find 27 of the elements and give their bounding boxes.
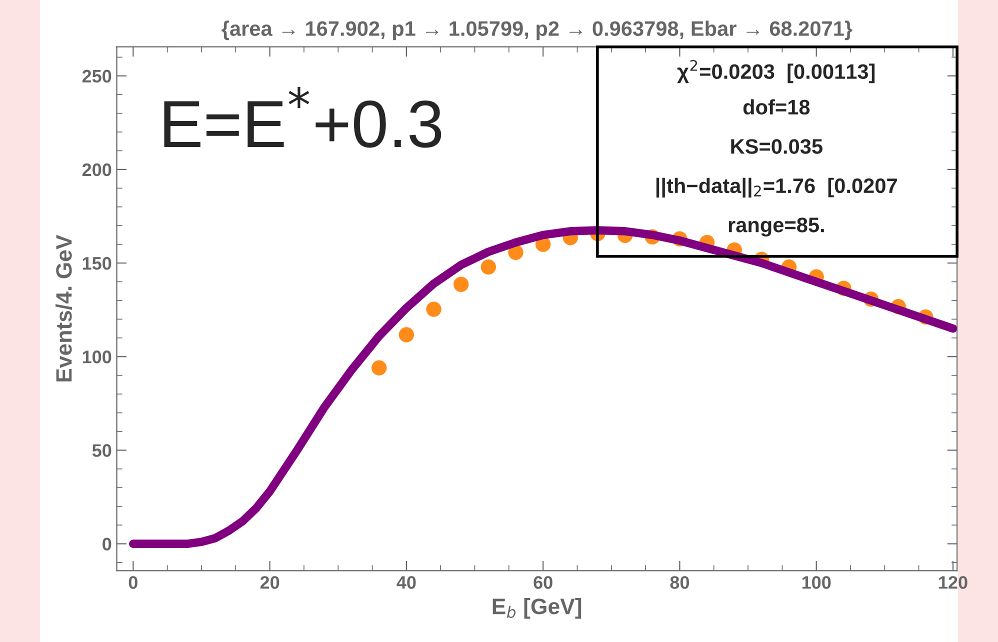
y-tick-label: 150 bbox=[82, 256, 112, 270]
y-tick-label: 250 bbox=[82, 70, 112, 83]
y-tick-label: 100 bbox=[82, 350, 112, 364]
point bbox=[398, 327, 414, 342]
point bbox=[426, 302, 442, 317]
point bbox=[480, 259, 496, 275]
x-tick-label: 20 bbox=[260, 576, 280, 589]
x-tick-label: 40 bbox=[396, 576, 416, 589]
annotation: χ$^{2}$=0.0203 [0.00113] bbox=[677, 60, 875, 84]
x-tick-label: 60 bbox=[534, 576, 552, 589]
point bbox=[372, 360, 387, 376]
annotation: range=85. bbox=[728, 218, 824, 237]
y-tick-label: 50 bbox=[92, 444, 112, 457]
annotation: ||th−data||$_{2}$=1.76 [0.0207 bbox=[656, 178, 897, 198]
x-tick-label: 0 bbox=[128, 576, 138, 589]
y-tick-label: 0 bbox=[102, 538, 112, 551]
x-tick-label: 120 bbox=[939, 576, 968, 589]
annotation: KS=0.035 bbox=[731, 139, 822, 154]
annotation: dof=18 bbox=[743, 99, 810, 115]
x-tick-label: 80 bbox=[670, 576, 690, 589]
chart-title: {area → 167.902, p1 → 1.05799, p2 → 0.963798, Ebar → 68.2071} bbox=[222, 20, 852, 40]
point bbox=[453, 276, 469, 292]
x-tick-label: 100 bbox=[802, 576, 831, 589]
y-tick-label: 200 bbox=[82, 163, 112, 176]
x-axis-title: E$_{b}$ [GeV] bbox=[492, 598, 582, 619]
y-axis-title: Events/4. GeV bbox=[56, 234, 72, 382]
annotation: E=E$^{*}$+0.3 bbox=[164, 86, 442, 148]
